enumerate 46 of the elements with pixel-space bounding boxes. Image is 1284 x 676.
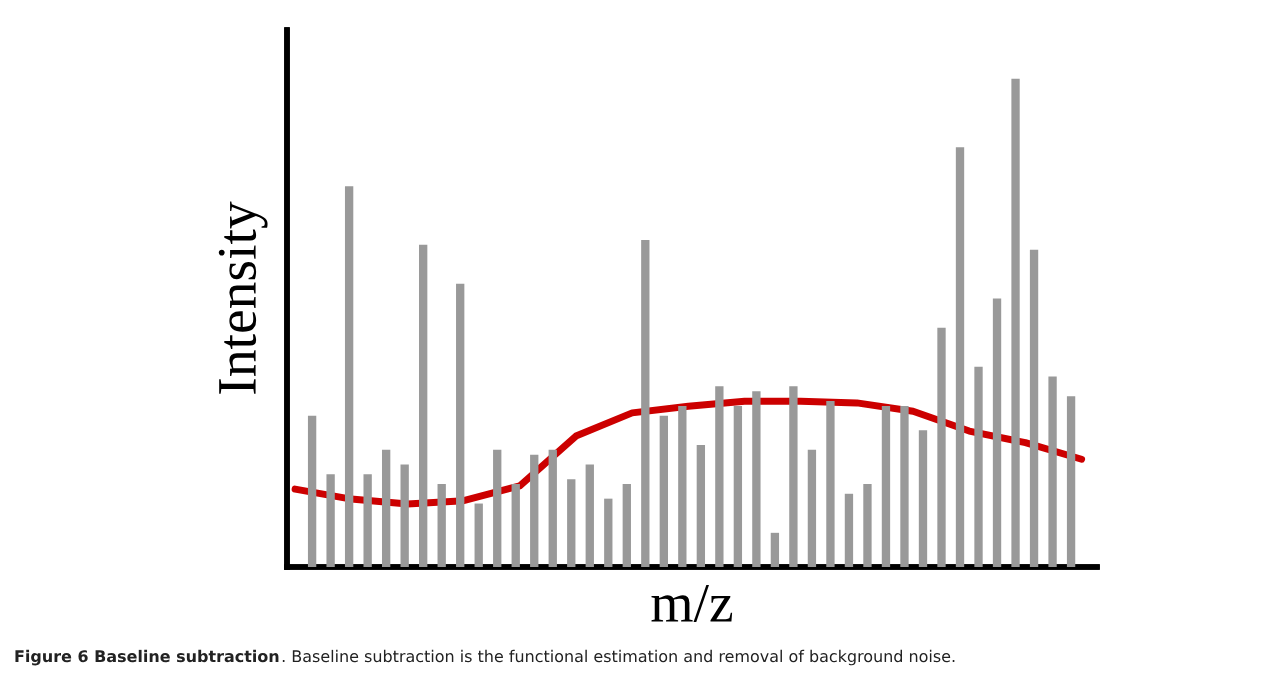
bar [715,386,724,567]
bar [678,405,687,567]
bar [937,327,946,567]
bar [770,532,780,567]
bar [807,449,817,567]
y-axis-title: Intensity [218,201,268,394]
bar [696,444,706,567]
x-axis-title: m/z [651,584,733,623]
bar [1048,376,1057,567]
bar [585,464,594,567]
bar [474,503,483,567]
bar [344,186,354,567]
bar [826,401,835,567]
bar [381,449,391,567]
bar [863,484,872,567]
bar [400,464,409,567]
bar [622,484,631,567]
bar [363,474,372,567]
bar [974,366,983,567]
bar [1011,78,1020,567]
bar [992,298,1002,567]
bar [326,474,335,567]
bar [659,415,668,567]
bar [918,430,928,567]
bar [456,283,465,567]
bar [493,449,502,567]
bar [604,498,613,567]
bar [955,147,965,567]
bar [641,239,650,567]
bar [789,386,798,567]
bar [900,405,909,567]
bar [437,484,446,567]
bar [511,484,520,567]
bar [567,479,576,567]
bar [1066,396,1076,567]
text: . Baseline subtraction is the functional estimation and removal of background noise. [282,649,955,666]
bar [307,415,317,567]
bar [1029,249,1039,567]
caption: Figure 6 Baseline subtraction [15,649,279,666]
bar [752,391,761,567]
bar [844,493,854,567]
bar [419,244,428,567]
bar [548,449,557,567]
bar [530,454,539,567]
bar [733,405,743,567]
bar [881,405,891,567]
